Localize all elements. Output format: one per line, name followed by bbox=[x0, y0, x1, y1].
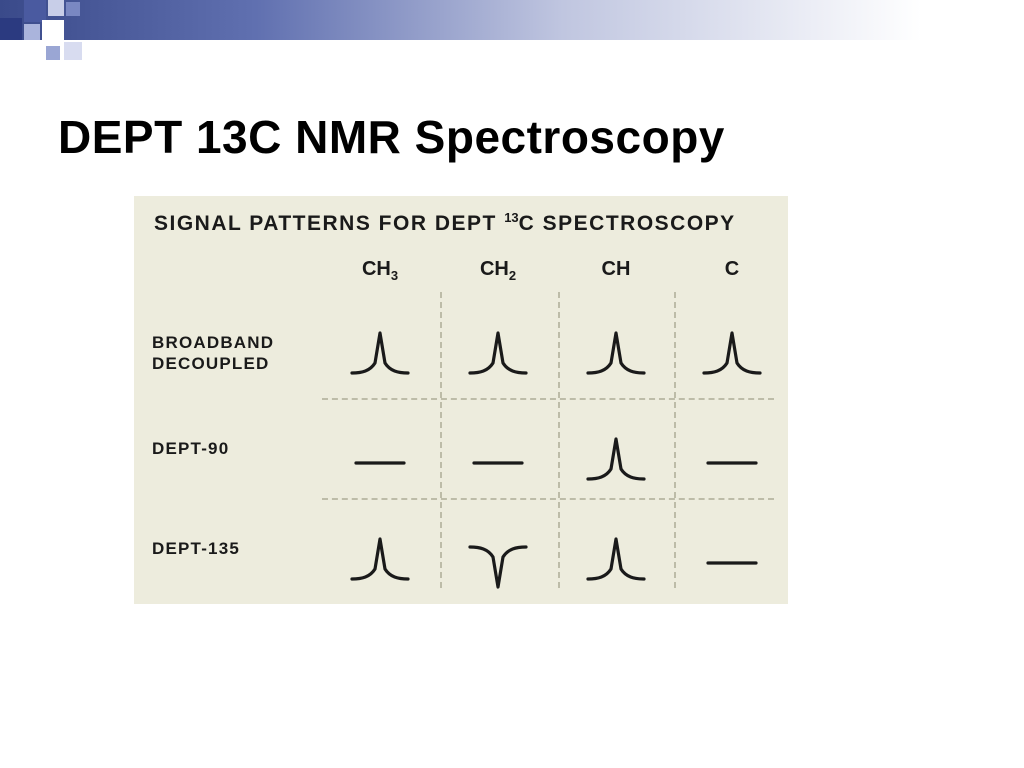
signal-grid: CH3CH2CHCBROADBAND DECOUPLEDDEPT-90DEPT-… bbox=[146, 258, 774, 588]
peak_up-icon bbox=[348, 327, 412, 387]
grid-vline bbox=[558, 292, 560, 588]
signal-cell bbox=[330, 418, 430, 508]
peak_up-icon bbox=[584, 327, 648, 387]
col-head: C bbox=[682, 258, 782, 281]
decor-square bbox=[66, 2, 80, 16]
peak_up-icon bbox=[584, 533, 648, 593]
corner-square-decor bbox=[0, 0, 100, 66]
signal-cell bbox=[448, 418, 548, 508]
row-head: BROADBAND DECOUPLED bbox=[152, 332, 322, 375]
peak_up-icon bbox=[700, 327, 764, 387]
signal-cell bbox=[330, 312, 430, 402]
col-head-label: CH bbox=[602, 258, 631, 280]
signal-cell bbox=[566, 312, 666, 402]
signal-cell bbox=[566, 418, 666, 508]
col-head-label: C bbox=[725, 258, 739, 280]
flat-icon bbox=[700, 433, 764, 493]
col-head: CH bbox=[566, 258, 666, 281]
flat-icon bbox=[466, 433, 530, 493]
signal-table-panel: SIGNAL PATTERNS FOR DEPT 13C SPECTROSCOP… bbox=[134, 196, 788, 604]
slide-title: DEPT 13C NMR Spectroscopy bbox=[58, 110, 725, 164]
panel-title-post: C SPECTROSCOPY bbox=[519, 212, 736, 235]
panel-title-sup: 13 bbox=[504, 210, 518, 225]
signal-cell bbox=[682, 418, 782, 508]
flat-icon bbox=[700, 533, 764, 593]
decor-square bbox=[24, 24, 40, 40]
flat-icon bbox=[348, 433, 412, 493]
grid-vline bbox=[674, 292, 676, 588]
peak_up-icon bbox=[466, 327, 530, 387]
row-head: DEPT-90 bbox=[152, 438, 322, 459]
col-head: CH2 bbox=[448, 258, 548, 283]
decor-square bbox=[0, 18, 22, 40]
grid-vline bbox=[440, 292, 442, 588]
decor-square bbox=[24, 0, 46, 22]
signal-cell bbox=[448, 312, 548, 402]
top-gradient-stripe bbox=[0, 0, 1024, 40]
decor-square bbox=[46, 46, 60, 60]
col-head: CH3 bbox=[330, 258, 430, 283]
signal-cell bbox=[682, 518, 782, 608]
panel-title-pre: SIGNAL PATTERNS FOR DEPT bbox=[154, 212, 504, 235]
panel-title: SIGNAL PATTERNS FOR DEPT 13C SPECTROSCOP… bbox=[154, 210, 776, 236]
decor-square bbox=[48, 0, 64, 16]
col-head-label: CH bbox=[480, 258, 509, 280]
col-head-sub: 3 bbox=[391, 268, 398, 283]
peak_down-icon bbox=[466, 533, 530, 593]
decor-square bbox=[64, 42, 82, 60]
peak_up-icon bbox=[348, 533, 412, 593]
peak_up-icon bbox=[584, 433, 648, 493]
col-head-label: CH bbox=[362, 258, 391, 280]
signal-cell bbox=[330, 518, 430, 608]
row-head: DEPT-135 bbox=[152, 538, 322, 559]
signal-cell bbox=[448, 518, 548, 608]
signal-cell bbox=[682, 312, 782, 402]
col-head-sub: 2 bbox=[509, 268, 516, 283]
decor-square bbox=[42, 20, 64, 42]
signal-cell bbox=[566, 518, 666, 608]
